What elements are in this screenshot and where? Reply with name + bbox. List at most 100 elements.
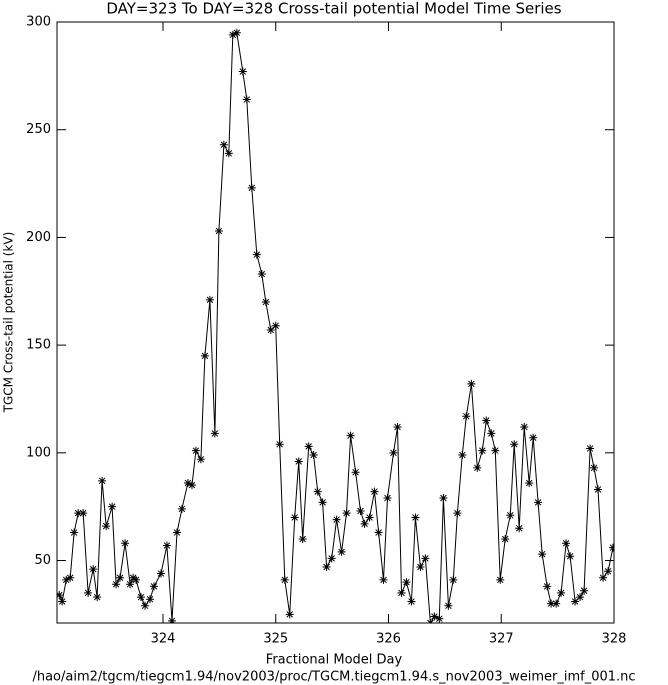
x-axis-label: Fractional Model Day	[266, 653, 403, 668]
x-tick-label: 326	[376, 632, 401, 647]
data-point	[458, 450, 467, 459]
data-point	[360, 519, 369, 528]
data-point	[187, 481, 196, 490]
data-point	[102, 522, 111, 531]
data-point	[576, 593, 585, 602]
data-point	[374, 528, 383, 537]
data-point	[183, 478, 192, 487]
data-point	[538, 550, 547, 559]
data-point	[172, 528, 181, 537]
data-point	[89, 565, 98, 574]
data-point	[318, 498, 327, 507]
data-point	[66, 573, 75, 582]
data-point	[407, 597, 416, 606]
data-point	[510, 440, 519, 449]
data-point	[232, 28, 241, 37]
data-point	[74, 509, 83, 518]
x-tick-label: 324	[151, 632, 176, 647]
data-point	[608, 543, 614, 552]
data-point	[599, 573, 608, 582]
data-point	[332, 515, 341, 524]
data-point	[70, 528, 79, 537]
data-point	[453, 509, 462, 518]
data-point	[389, 448, 398, 457]
footer: /hao/aim2/tgcm/tiegcm1.94/nov2003/proc/T…	[32, 670, 635, 685]
data-line	[58, 32, 614, 623]
data-point	[210, 429, 219, 438]
data-point	[370, 487, 379, 496]
data-point	[162, 541, 171, 550]
data-point	[346, 431, 355, 440]
data-point	[242, 95, 251, 104]
data-point	[604, 567, 613, 576]
data-point	[529, 433, 538, 442]
data-point	[487, 429, 496, 438]
data-point	[313, 487, 322, 496]
data-point	[238, 67, 247, 76]
data-point	[430, 612, 439, 621]
plot-frame	[56, 21, 615, 624]
data-point	[342, 509, 351, 518]
data-point	[491, 446, 500, 455]
data-point	[168, 616, 177, 623]
data-point	[562, 539, 571, 548]
data-point	[356, 506, 365, 515]
data-point	[58, 597, 67, 606]
data-point	[285, 610, 294, 619]
data-point	[515, 524, 524, 533]
data-point	[93, 593, 102, 602]
y-tick-label: 150	[26, 338, 51, 353]
data-point	[416, 562, 425, 571]
data-point	[322, 562, 331, 571]
data-point	[261, 298, 270, 307]
data-point	[520, 422, 529, 431]
data-point	[146, 595, 155, 604]
data-point	[252, 250, 261, 259]
data-point	[116, 573, 125, 582]
data-point	[257, 270, 266, 279]
x-tick-label: 327	[489, 632, 514, 647]
data-point	[402, 578, 411, 587]
data-point	[351, 468, 360, 477]
data-point	[129, 573, 138, 582]
data-point	[473, 463, 482, 472]
data-point	[506, 511, 515, 520]
chart-title: DAY=323 To DAY=328 Cross-tail potential …	[106, 0, 561, 18]
data-point	[108, 502, 117, 511]
data-point	[421, 554, 430, 563]
data-point	[121, 539, 130, 548]
data-point	[397, 588, 406, 597]
data-point	[337, 547, 346, 556]
data-point	[449, 575, 458, 584]
data-point	[543, 582, 552, 591]
data-point	[525, 478, 534, 487]
data-point	[478, 446, 487, 455]
y-tick-label: 300	[26, 15, 51, 30]
data-point	[137, 593, 146, 602]
data-point	[534, 498, 543, 507]
data-point	[79, 509, 88, 518]
data-point	[379, 575, 388, 584]
x-tick-label: 325	[263, 632, 288, 647]
data-point	[228, 30, 237, 39]
data-point	[552, 599, 561, 608]
data-point	[309, 450, 318, 459]
data-point	[214, 226, 223, 235]
data-point	[294, 457, 303, 466]
data-point	[547, 599, 556, 608]
data-point	[290, 513, 299, 522]
data-point	[586, 444, 595, 453]
data-point	[224, 149, 233, 158]
plot-content	[57, 28, 614, 623]
y-tick-label: 100	[26, 445, 51, 460]
data-point	[191, 446, 200, 455]
data-point	[112, 580, 121, 589]
data-point	[435, 614, 444, 623]
data-point	[467, 379, 476, 388]
data-point	[266, 326, 275, 335]
data-point	[98, 476, 107, 485]
data-point	[247, 183, 256, 192]
data-point	[149, 582, 158, 591]
